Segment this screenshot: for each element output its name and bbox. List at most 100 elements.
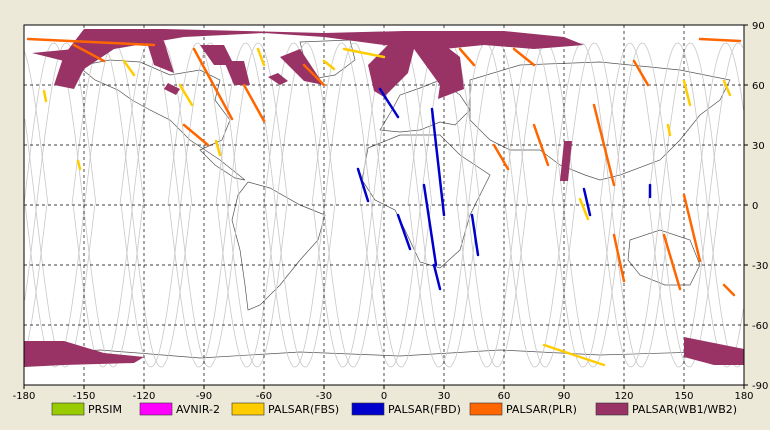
coverage-swath [430,107,446,217]
legend-swatch [595,402,629,416]
coverage-swath [214,139,222,157]
coverage-swath [256,47,266,67]
x-tick-label: 150 [674,391,693,402]
x-tick-label: -90 [196,391,212,402]
coverage-polygon [200,45,234,65]
north-america-outline [77,59,246,181]
legend-swatch [231,402,265,416]
coverage-swath [72,43,106,63]
y-tick-label: 0 [752,201,758,212]
legend-item: PALSAR(FBS) [231,402,339,416]
coverage-layer [24,29,744,367]
south-america-outline [231,181,326,311]
coverage-swath [302,63,326,87]
y-tick-label: -60 [752,321,768,332]
legend-item: AVNIR-2 [139,402,220,416]
legend: PRSIM AVNIR-2 PALSAR(FBS) PALSAR(FBD) PALSAR… [51,402,737,416]
legend-item: PALSAR(PLR) [469,402,577,416]
coverage-polygon [268,73,288,85]
y-axis-ticks: 90 60 30 0 -30 -60 -90 [744,21,768,392]
x-tick-label: 30 [438,391,451,402]
y-tick-label: 60 [752,81,765,92]
y-tick-label: -90 [752,381,768,392]
coverage-swath [178,83,194,107]
legend-label: PALSAR(FBS) [268,403,339,416]
coverage-polygon [368,37,464,99]
coverage-swath [666,123,672,137]
coverage-polygon [164,83,180,95]
coverage-polygon [280,49,324,85]
orbit-track [167,42,288,368]
coverage-swath [722,283,736,297]
plot-area [23,24,745,386]
coverage-swath [322,59,336,71]
legend-item: PALSAR(FBD) [351,402,461,416]
orbit-track [647,42,744,368]
y-tick-label: 90 [752,21,765,32]
legend-item: PALSAR(WB1/WB2) [595,402,737,416]
x-tick-label: 90 [558,391,571,402]
coverage-swath [532,123,550,167]
orbit-track [119,42,240,368]
legend-swatch [469,402,503,416]
legend-swatch [351,402,385,416]
orbit-track [24,204,48,356]
coverage-swath [512,47,536,67]
x-tick-label: -60 [256,391,272,402]
x-tick-label: -180 [13,391,36,402]
coverage-swath [492,143,510,171]
coverage-swath [122,59,136,77]
coverage-swath [342,47,386,59]
x-tick-label: 0 [381,391,387,402]
legend-swatch [51,402,85,416]
x-tick-label: 180 [734,391,753,402]
orbit-track [311,42,432,368]
orbit-track [551,42,672,368]
coverage-swath [682,79,692,107]
coverage-swath [582,187,592,217]
x-axis-ticks: -180 -150 -120 -90 -60 -30 0 30 60 90 120 150 180 [13,385,754,402]
coverage-swath [396,213,412,251]
legend-label: PALSAR(WB1/WB2) [632,403,737,416]
x-tick-label: -120 [133,391,156,402]
coverage-swath [722,79,732,97]
y-tick-label: 30 [752,141,765,152]
legend-label: PALSAR(PLR) [506,403,577,416]
coverage-swath [542,343,606,367]
coverage-swath [422,183,438,267]
x-tick-label: -30 [316,391,332,402]
coverage-swath [662,233,682,291]
orbit-track [503,42,624,368]
coverage-swath [682,193,702,263]
coverage-swath [42,89,48,103]
coverage-polygon [224,61,250,85]
legend-label: PALSAR(FBD) [388,403,461,416]
coverage-swath [470,213,480,257]
coverage-swath [578,197,590,221]
legend-label: PRSIM [88,403,122,416]
coverage-swath [592,103,616,187]
coverage-polygon [560,141,572,181]
legend-label: AVNIR-2 [176,403,220,416]
orbit-track [695,42,744,206]
coverage-swath [458,47,476,67]
coverage-polygon [684,337,744,365]
coverage-swath [242,83,266,123]
orbit-track [71,42,192,368]
antarctica-outline [23,349,745,359]
x-tick-label: 60 [498,391,511,402]
orbit-track [263,42,384,368]
y-tick-label: -30 [752,261,768,272]
x-tick-label: 120 [614,391,633,402]
orbit-track [23,42,144,368]
coverage-swath [432,263,442,291]
coverage-polygon [144,33,174,73]
africa-outline [361,134,491,269]
orbit-track [648,42,744,368]
coverage-swath [632,59,650,87]
orbit-track [455,42,576,368]
coverage-swath [182,123,210,147]
coverage-polygon [24,341,144,367]
